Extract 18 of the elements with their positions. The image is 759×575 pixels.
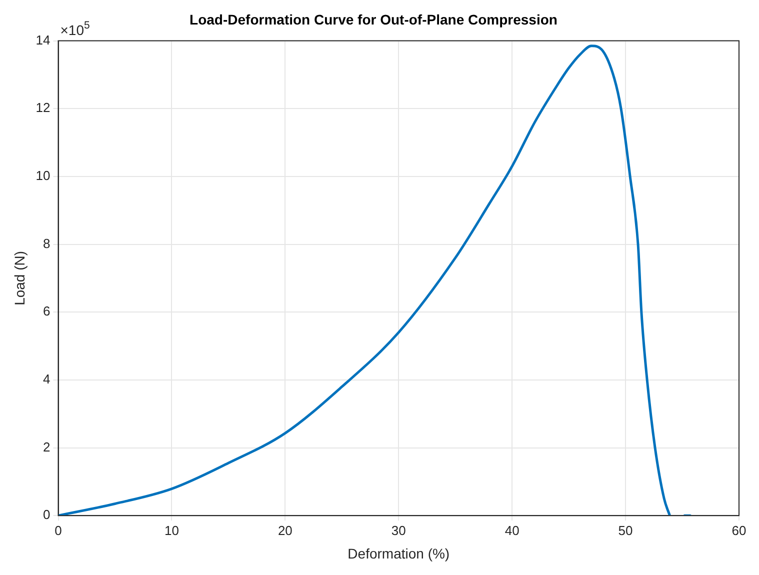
- y-tick-label: 2: [43, 439, 50, 454]
- x-tick-label: 30: [391, 522, 406, 538]
- y-axis-title: Load (N): [11, 250, 28, 306]
- y-tick-label: 4: [43, 372, 50, 387]
- y-tick-label: 6: [43, 304, 50, 319]
- chart-title: Load-Deformation Curve for Out-of-Plane Compression: [190, 11, 558, 28]
- x-tick-label: 60: [732, 522, 746, 538]
- y-tick-label: 12: [36, 100, 50, 116]
- y-tick-label: 8: [43, 236, 50, 251]
- x-tick-label: 0: [54, 522, 62, 538]
- x-tick-label: 20: [278, 522, 292, 538]
- y-tick-label: 0: [43, 507, 50, 522]
- y-tick-label: 14: [36, 32, 50, 48]
- x-axis-title: Deformation (%): [348, 545, 450, 562]
- x-tick-label: 10: [164, 522, 179, 538]
- y-tick-label: 10: [36, 168, 50, 184]
- x-tick-label: 50: [618, 522, 633, 538]
- x-tick-label: 40: [504, 522, 520, 538]
